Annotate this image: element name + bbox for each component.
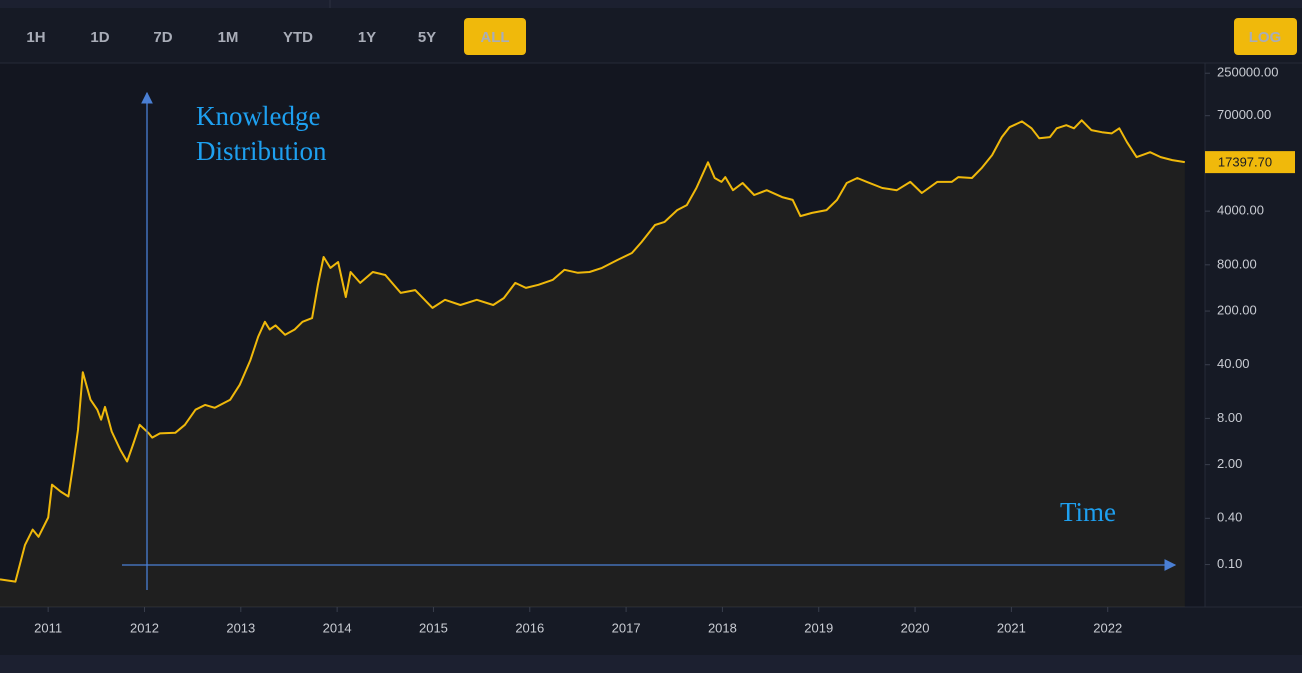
- range-button[interactable]: 1M: [218, 29, 239, 46]
- price-marker-label: 17397.70: [1218, 155, 1272, 170]
- y-tick-label: 0.10: [1217, 556, 1242, 571]
- range-button[interactable]: 1Y: [358, 29, 376, 46]
- x-tick-label: 2018: [708, 620, 737, 635]
- x-tick-label: 2022: [1093, 620, 1122, 635]
- area: [0, 120, 1185, 608]
- y-tick-label: 0.40: [1217, 510, 1242, 525]
- x-tick-label: 2015: [419, 620, 448, 635]
- range-button[interactable]: YTD: [283, 29, 313, 46]
- x-tick-label: 2019: [804, 620, 833, 635]
- y-tick-label: 250000.00: [1217, 65, 1278, 80]
- x-tick-label: 2020: [901, 620, 930, 635]
- y-tick-label: 200.00: [1217, 302, 1257, 317]
- range-button[interactable]: ALL: [480, 29, 509, 46]
- price-line: [0, 119, 1185, 583]
- y-annotation: Knowledge: [196, 101, 320, 131]
- x-tick-label: 2017: [612, 620, 641, 635]
- x-tick-label: 2013: [226, 620, 255, 635]
- y-tick-label: 40.00: [1217, 356, 1250, 371]
- x-tick-label: 2011: [34, 620, 62, 635]
- price-marker: [1205, 151, 1295, 174]
- range-button[interactable]: 5Y: [418, 29, 436, 46]
- y-tick-label: 4000.00: [1217, 203, 1264, 218]
- plot-area: [0, 63, 1205, 607]
- top-strip: [0, 0, 1302, 8]
- range-button[interactable]: 1H: [26, 29, 45, 46]
- y-annotation: Distribution: [196, 136, 327, 166]
- bottom-strip: [0, 655, 1302, 673]
- log-button-bg: [1234, 18, 1297, 55]
- log-button[interactable]: LOG: [1249, 29, 1282, 46]
- range-button[interactable]: 1D: [90, 29, 109, 46]
- x-tick-label: 2021: [997, 620, 1026, 635]
- y-tick-label: 800.00: [1217, 256, 1257, 271]
- y-tick-label: 8.00: [1217, 410, 1242, 425]
- y-tick-label: 2.00: [1217, 456, 1242, 471]
- range-button-bg: [464, 18, 526, 55]
- y-tick-label: 70000.00: [1217, 107, 1271, 122]
- range-button[interactable]: 7D: [153, 29, 172, 46]
- x-annotation: Time: [1060, 497, 1116, 527]
- x-tick-label: 2014: [323, 620, 352, 635]
- x-tick-label: 2012: [130, 620, 159, 635]
- x-tick-label: 2016: [515, 620, 544, 635]
